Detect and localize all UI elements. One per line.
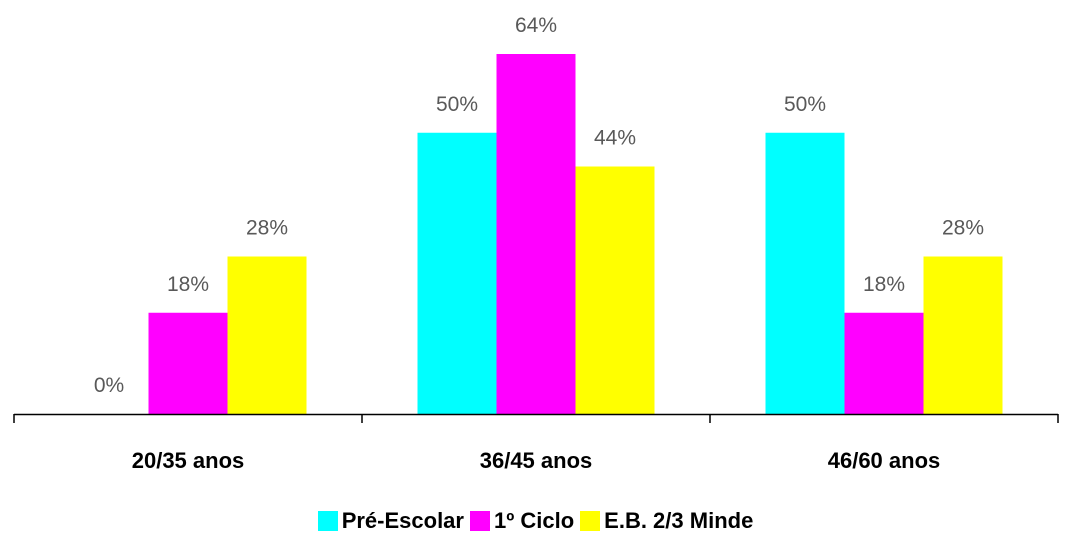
category-label-36-45-anos: 36/45 anos <box>480 448 593 473</box>
legend-item-1-ciclo: 1º Ciclo <box>469 508 575 534</box>
legend-item-pre-escolar: Pré-Escolar <box>317 508 464 534</box>
bars-group <box>148 54 1003 414</box>
legend-item-eb-minde: E.B. 2/3 Minde <box>580 508 753 534</box>
value-label-e-b-2-3-minde-20-35-anos: 28% <box>246 217 288 240</box>
value-label-1-ciclo-20-35-anos: 18% <box>167 273 209 296</box>
legend-swatch-pre-escolar <box>317 511 338 531</box>
legend-label-pre-escolar: Pré-Escolar <box>341 508 464 533</box>
bar-e-b-2-3-minde-36-45-anos <box>575 166 655 414</box>
bar-1-ciclo-46-60-anos <box>844 312 924 414</box>
bar-pre-escolar-46-60-anos <box>765 132 845 414</box>
bar-chart: 0% 18% 28% 50% 64% 44% 50% 18% 28% 20/35 anos 36/… <box>13 14 1059 473</box>
value-label-pre-escolar-46-60-anos: 50% <box>784 93 826 116</box>
bar-1-ciclo-20-35-anos <box>148 312 228 414</box>
x-axis <box>13 413 1059 423</box>
value-label-e-b-2-3-minde-36-45-anos: 44% <box>594 127 636 150</box>
category-label-20-35-anos: 20/35 anos <box>132 448 245 473</box>
value-label-pre-escolar-36-45-anos: 50% <box>436 93 478 116</box>
legend-label-1-ciclo: 1º Ciclo <box>493 508 575 533</box>
legend-label-eb-minde: E.B. 2/3 Minde <box>604 508 754 533</box>
legend: Pré-Escolar 1º Ciclo E.B. 2/3 Minde <box>0 508 1071 534</box>
bar-1-ciclo-36-45-anos <box>496 54 576 414</box>
legend-swatch-1-ciclo <box>469 511 490 531</box>
value-label-e-b-2-3-minde-46-60-anos: 28% <box>942 217 984 240</box>
bar-e-b-2-3-minde-20-35-anos <box>227 256 307 414</box>
category-labels-group: 20/35 anos 36/45 anos 46/60 anos <box>132 448 941 473</box>
bar-pre-escolar-36-45-anos <box>417 132 497 414</box>
bar-e-b-2-3-minde-46-60-anos <box>923 256 1003 414</box>
value-label-1-ciclo-36-45-anos: 64% <box>515 14 557 37</box>
value-labels-group: 0% 18% 28% 50% 64% 44% 50% 18% 28% <box>94 14 984 397</box>
value-label-1-ciclo-46-60-anos: 18% <box>863 273 905 296</box>
category-label-46-60-anos: 46/60 anos <box>828 448 941 473</box>
legend-swatch-eb-minde <box>580 511 601 531</box>
value-label-pre-escolar-20-35-anos: 0% <box>94 374 124 397</box>
